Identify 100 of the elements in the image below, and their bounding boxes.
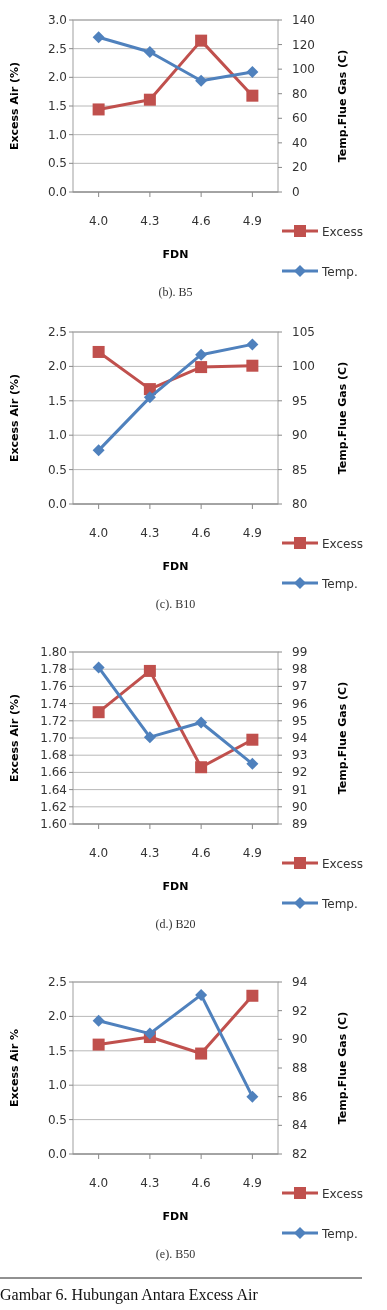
y2-tick-label: 84 (292, 1118, 308, 1133)
y-tick-label: 2.5 (47, 975, 67, 989)
x-tick-label: 4.0 (89, 526, 109, 540)
y2-axis-title: Temp.Flue Gas (C) (336, 361, 349, 475)
point (246, 733, 259, 746)
point (246, 65, 259, 78)
text: (d.) B20 (155, 917, 196, 931)
y-tick-label: 1.0 (47, 127, 67, 142)
x-tick-label: 4.9 (242, 846, 262, 860)
y2-tick-label: 140 (292, 13, 315, 27)
y-tick-label: 1.66 (40, 765, 67, 780)
y-tick-label: 3.0 (47, 13, 67, 27)
point (143, 731, 156, 744)
point (92, 661, 105, 674)
y-tick-label: 1.0 (47, 1078, 67, 1093)
point (246, 1090, 259, 1103)
y-tick-label: 0.5 (47, 462, 67, 477)
y-tick-label: 1.5 (47, 1043, 67, 1058)
y2-tick-label: 80 (292, 86, 308, 101)
point (195, 716, 208, 729)
text: (b). B5 (158, 285, 193, 299)
y2-tick-label: 97 (292, 679, 308, 694)
x-tick-label: 4.0 (89, 1176, 109, 1190)
y2-tick-label: 88 (292, 1061, 308, 1075)
y-tick-label: 1.78 (40, 662, 67, 677)
x-tick-label: 4.6 (191, 526, 211, 540)
y2-axis-title: Temp.Flue Gas (C) (336, 49, 349, 163)
text: (e). B50 (155, 1247, 196, 1261)
point (246, 89, 259, 102)
x-tick-label: 4.0 (89, 214, 109, 228)
x-axis-title: FDN (162, 248, 189, 261)
point (92, 345, 105, 358)
y-tick-label: 2.0 (47, 359, 67, 374)
point (143, 93, 156, 106)
y2-tick-label: 92 (292, 765, 308, 780)
y-tick-label: 1.62 (40, 799, 67, 814)
y2-tick-label: 85 (292, 462, 308, 477)
y-tick-label: 2.0 (47, 70, 67, 85)
y2-tick-label: 90 (292, 799, 308, 814)
x-tick-label: 4.9 (242, 526, 262, 540)
y2-tick-label: 20 (292, 160, 308, 175)
point (246, 757, 259, 770)
y-tick-label: 1.80 (40, 645, 67, 659)
y-tick-label: 2.0 (47, 1009, 67, 1024)
point (246, 989, 259, 1002)
y-axis-title: Excess Air (%) (8, 61, 21, 151)
y2-tick-label: 86 (292, 1089, 308, 1104)
point (143, 45, 156, 58)
point (92, 444, 105, 457)
y2-tick-label: 93 (292, 748, 308, 763)
x-tick-label: 4.3 (140, 526, 160, 540)
y2-tick-label: 98 (292, 662, 308, 677)
y2-tick-label: 99 (292, 645, 308, 659)
y2-tick-label: 80 (292, 497, 308, 511)
point (195, 361, 208, 374)
y2-tick-label: 120 (292, 37, 315, 52)
y-tick-label: 1.60 (40, 817, 67, 831)
legend-label: Temp. (321, 1227, 358, 1241)
point (246, 338, 259, 351)
y2-axis-title: Temp.Flue Gas (C) (336, 681, 349, 795)
y-tick-label: 1.74 (40, 696, 67, 711)
y2-tick-label: 105 (292, 325, 315, 339)
y2-tick-label: 0 (292, 185, 300, 199)
point (195, 761, 208, 774)
x-tick-label: 4.9 (242, 1176, 262, 1190)
y2-tick-label: 95 (292, 713, 308, 728)
y-axis-title: Excess Air (%) (8, 693, 21, 783)
y2-tick-label: 94 (292, 731, 308, 745)
y-tick-label: 0.5 (47, 1112, 67, 1127)
y-tick-label: 0.0 (47, 497, 67, 511)
y2-tick-label: 60 (292, 111, 308, 126)
x-tick-label: 4.0 (89, 846, 109, 860)
x-tick-label: 4.3 (140, 846, 160, 860)
x-axis-title: FDN (162, 560, 189, 573)
point (143, 391, 156, 404)
point (143, 1027, 156, 1040)
point (92, 1014, 105, 1027)
point (195, 74, 208, 87)
x-tick-label: 4.6 (191, 214, 211, 228)
point (195, 34, 208, 47)
x-tick-label: 4.3 (140, 214, 160, 228)
y-axis-title: Excess Air (%) (8, 373, 21, 463)
y2-tick-label: 100 (292, 359, 315, 374)
x-tick-label: 4.3 (140, 1176, 160, 1190)
point (195, 988, 208, 1001)
y-tick-label: 1.5 (47, 99, 67, 113)
y-tick-label: 1.0 (47, 428, 67, 443)
point (92, 706, 105, 719)
y2-axis-title: Temp.Flue Gas (C) (336, 1011, 349, 1125)
x-axis-title: FDN (162, 880, 189, 893)
y2-tick-label: 89 (292, 817, 308, 831)
y-tick-label: 2.5 (47, 325, 67, 339)
legend-label: Temp. (321, 897, 358, 911)
y2-tick-label: 94 (292, 975, 308, 989)
y-tick-label: 1.68 (40, 748, 67, 763)
x-tick-label: 4.9 (242, 214, 262, 228)
y-tick-label: 0.0 (47, 1147, 67, 1161)
y2-tick-label: 95 (292, 393, 308, 408)
y2-tick-label: 96 (292, 696, 308, 711)
y2-tick-label: 90 (292, 1032, 308, 1047)
